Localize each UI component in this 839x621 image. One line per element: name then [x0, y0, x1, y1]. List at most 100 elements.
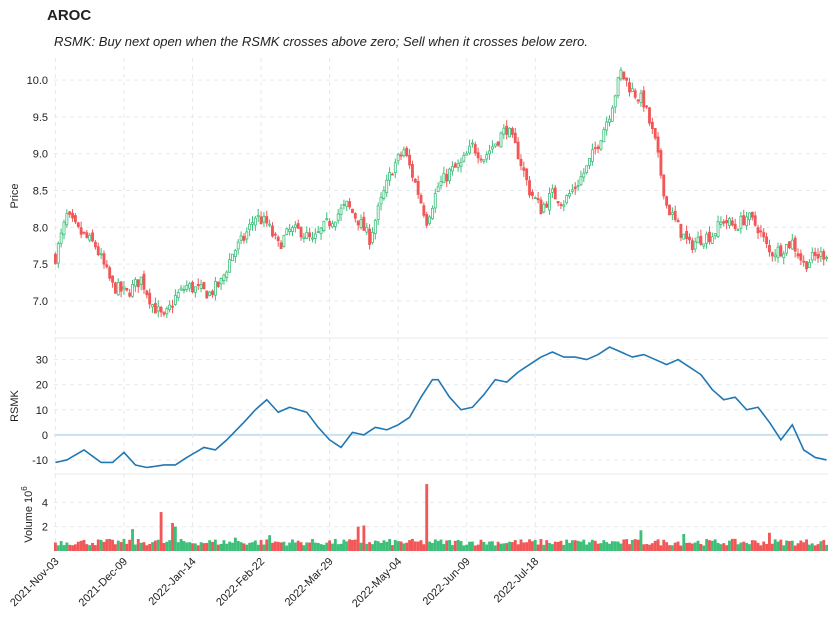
candle-body: [539, 199, 543, 215]
candle-body: [782, 253, 786, 258]
candle-body: [742, 215, 746, 226]
volume-bar: [239, 542, 243, 551]
candle-body: [288, 228, 292, 232]
candle-body: [456, 163, 460, 168]
volume-bar: [625, 539, 629, 551]
volume-bar: [710, 540, 714, 551]
volume-bar: [770, 543, 774, 551]
volume-bar: [468, 541, 471, 551]
candle-body: [613, 95, 617, 108]
candle-body: [262, 215, 266, 223]
candle-body: [445, 173, 449, 182]
candle-body: [442, 172, 446, 184]
candle-body: [411, 164, 414, 178]
candle-body: [408, 154, 412, 166]
volume-bar: [176, 542, 180, 551]
volume-bar: [676, 541, 680, 551]
volume-bar: [111, 539, 114, 551]
volume-bar: [568, 542, 571, 551]
candle-body: [468, 145, 471, 154]
candle-body: [488, 150, 491, 155]
candle-body: [645, 105, 649, 108]
volume-bar: [162, 543, 166, 551]
volume-bar: [82, 539, 86, 551]
volume-bar: [242, 543, 246, 551]
volume-bar: [171, 523, 174, 551]
candle-body: [79, 227, 83, 235]
volume-bar: [276, 541, 280, 551]
candle-body: [88, 234, 92, 241]
volume-bar: [762, 541, 766, 551]
volume-bar: [670, 545, 674, 551]
volume-bar: [779, 539, 783, 551]
volume-bar: [173, 526, 177, 551]
volume-bar: [273, 541, 277, 551]
candle-body: [790, 239, 794, 250]
candle-body: [508, 127, 511, 138]
volume-bar: [91, 542, 94, 551]
candle-body: [785, 244, 789, 254]
volume-bar: [596, 543, 600, 551]
candle-body: [388, 172, 392, 181]
volume-bar: [608, 543, 611, 551]
candle-body: [199, 284, 203, 289]
candle-body: [559, 204, 563, 206]
candle-body: [733, 223, 737, 230]
candle-body: [459, 161, 463, 167]
candle-body: [590, 149, 594, 162]
candle-body: [648, 107, 651, 124]
candle-body: [650, 121, 654, 130]
candle-body: [745, 216, 749, 226]
candle-body: [393, 162, 397, 174]
volume-bar: [450, 545, 454, 551]
volume-bar: [533, 539, 537, 551]
candle-body: [433, 193, 437, 209]
candle-body: [142, 273, 146, 290]
volume-bar: [662, 539, 666, 551]
volume-bar: [296, 540, 300, 551]
candle-body: [96, 246, 100, 256]
candle-body: [825, 257, 829, 259]
candle-body: [376, 205, 380, 220]
candle-body: [465, 153, 469, 156]
volume-bar: [653, 540, 657, 551]
candle-body: [268, 223, 272, 226]
candle-body: [365, 226, 369, 233]
volume-bar: [656, 539, 660, 551]
candle-body: [762, 232, 766, 238]
candle-body: [208, 291, 212, 296]
volume-bar: [202, 543, 206, 551]
candle-body: [428, 216, 432, 224]
chart-subtitle: RSMK: Buy next open when the RSMK crosse…: [54, 34, 588, 49]
candle-body: [285, 228, 289, 235]
volume-bar: [476, 544, 480, 551]
candle-body: [476, 152, 480, 159]
price-candles: [53, 67, 829, 318]
candle-body: [425, 214, 429, 226]
candle-body: [342, 203, 346, 206]
volume-bar: [610, 541, 614, 551]
candle-body: [605, 121, 609, 131]
volume-bar: [382, 540, 386, 551]
candle-body: [682, 233, 686, 240]
volume-bar: [413, 541, 417, 551]
volume-bar: [311, 539, 314, 551]
volume-bar: [136, 538, 140, 551]
volume-bar: [825, 544, 829, 551]
candle-body: [431, 207, 434, 220]
candle-body: [710, 236, 714, 244]
volume-bar: [699, 543, 703, 551]
candle-body: [59, 232, 63, 244]
candle-body: [653, 128, 657, 139]
volume-bar: [573, 540, 577, 551]
volume-bar: [776, 541, 780, 551]
candle-body: [739, 215, 743, 229]
volume-bar: [165, 541, 169, 551]
volume-bar: [431, 543, 434, 551]
volume-bar: [265, 539, 269, 551]
volume-bar: [371, 544, 374, 551]
candle-body: [765, 236, 769, 244]
candle-body: [116, 282, 120, 296]
y-tick-label: 10: [36, 405, 48, 417]
candle-body: [291, 227, 294, 232]
